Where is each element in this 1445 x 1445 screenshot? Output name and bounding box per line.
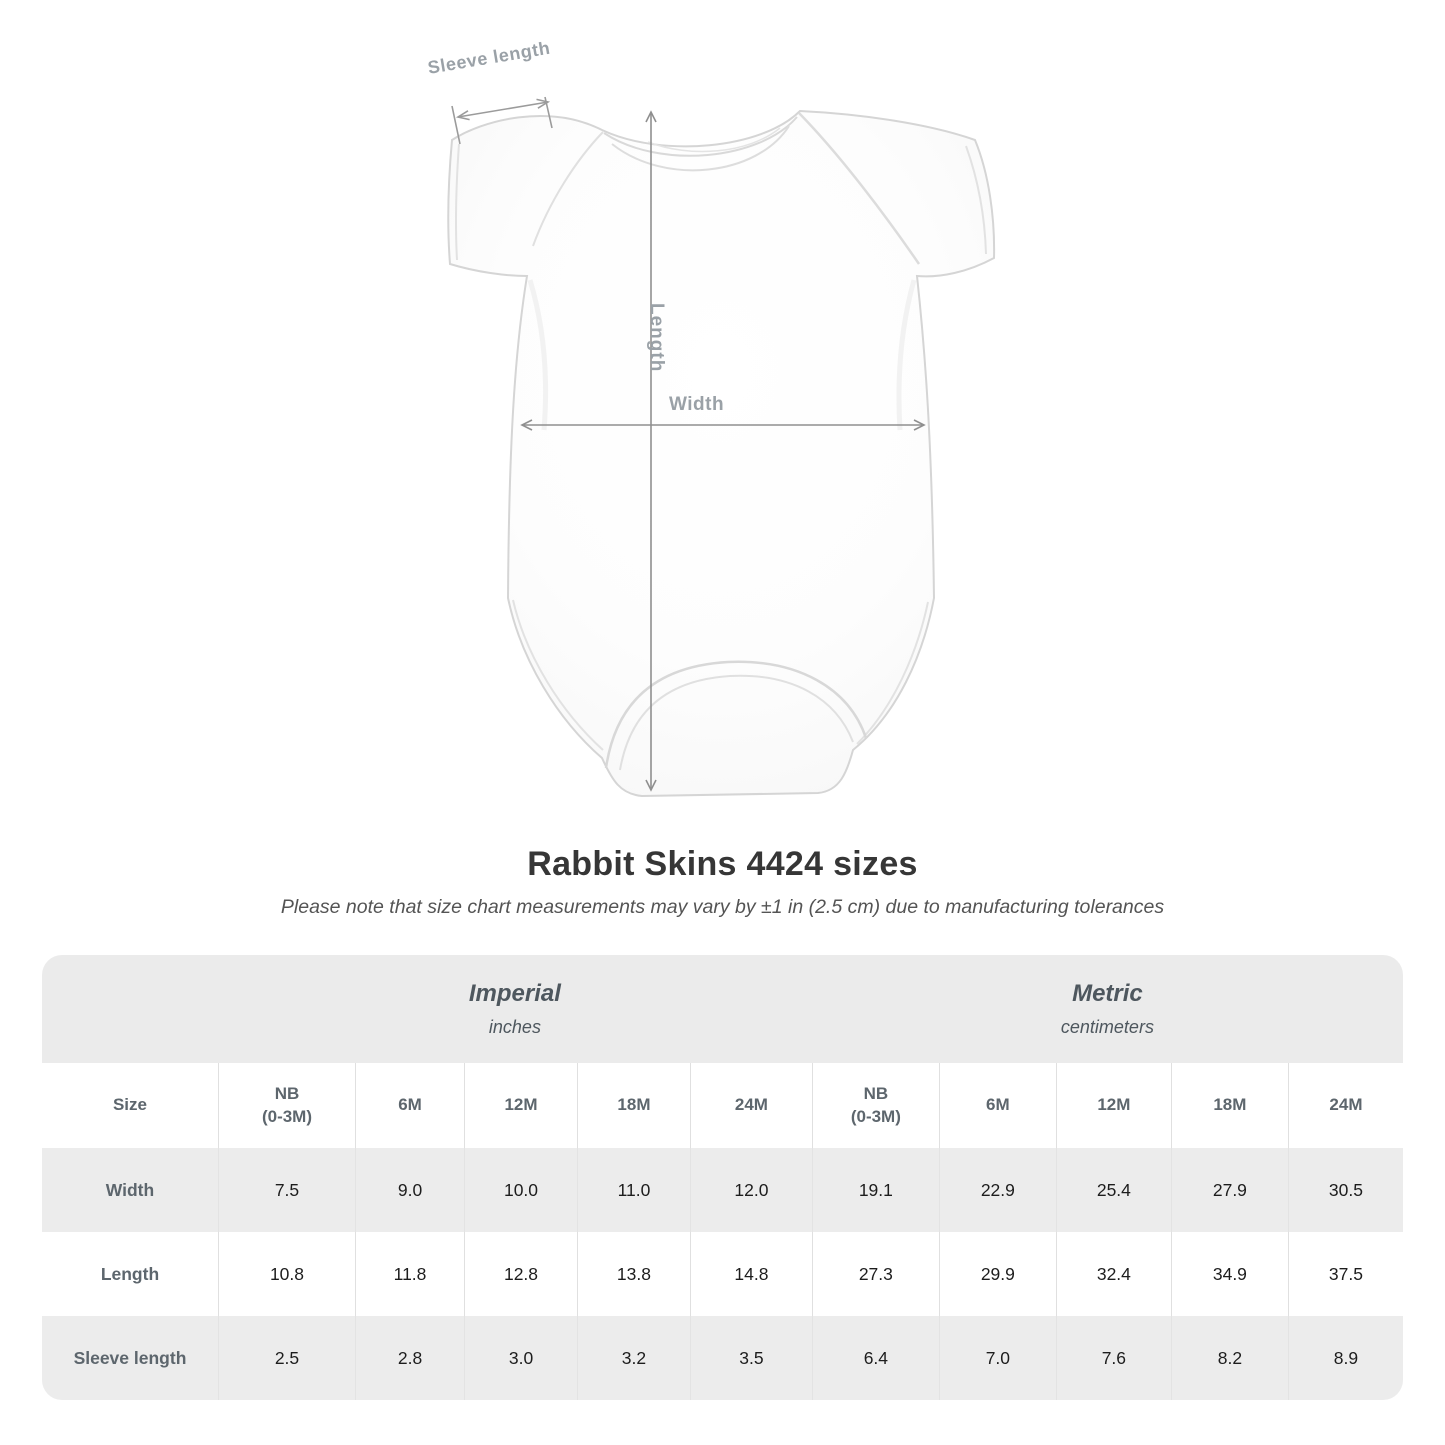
metric-group-unit: centimeters xyxy=(1060,1017,1154,1037)
width-18m-imperial: 11.0 xyxy=(576,1148,690,1232)
tolerance-note: Please note that size chart measurements… xyxy=(280,896,1165,918)
sleeve-24m-imperial: 3.5 xyxy=(689,1316,812,1400)
metric-group-label: Metric xyxy=(1072,980,1143,1007)
length-24m-metric: 37.5 xyxy=(1287,1232,1403,1316)
width-18m-metric: 27.9 xyxy=(1170,1148,1288,1232)
length-18m-imperial: 13.8 xyxy=(576,1232,690,1316)
garment-diagram: Sleeve length Length Width xyxy=(426,38,996,798)
column-header-24m-metric: 24M xyxy=(1287,1063,1403,1148)
column-header-nb-imperial: NB (0-3M) xyxy=(217,1063,356,1148)
column-header-12m-imperial: 12M xyxy=(464,1063,577,1148)
sleeve-nb-imperial: 2.5 xyxy=(217,1316,356,1400)
group-header-spacer xyxy=(42,955,218,1063)
table-row-sleeve-length: Sleeve length 2.5 2.8 3.0 3.2 3.5 6.4 7.… xyxy=(42,1316,1403,1400)
length-6m-imperial: 11.8 xyxy=(355,1232,465,1316)
sleeve-12m-imperial: 3.0 xyxy=(464,1316,577,1400)
bodysuit-outline xyxy=(447,109,996,798)
column-header-6m-imperial: 6M xyxy=(355,1063,465,1148)
row-label-sleeve-length: Sleeve length xyxy=(42,1316,218,1400)
length-nb-metric: 27.3 xyxy=(811,1232,939,1316)
length-12m-imperial: 12.8 xyxy=(464,1232,577,1316)
length-arrow xyxy=(645,110,657,792)
column-header-nb-metric: NB (0-3M) xyxy=(811,1063,939,1148)
table-row-length: Length 10.8 11.8 12.8 13.8 14.8 27.3 29.… xyxy=(42,1232,1403,1316)
size-header-row: Size NB (0-3M) 6M 12M 18M 24M xyxy=(42,1063,1403,1148)
bodysuit-seams xyxy=(454,112,987,771)
metric-group-header: Metric centimeters xyxy=(811,955,1403,1063)
length-6m-metric: 29.9 xyxy=(938,1232,1056,1316)
column-header-6m-metric: 6M xyxy=(938,1063,1056,1148)
column-header-18m-imperial: 18M xyxy=(576,1063,690,1148)
unit-group-header-row: Imperial inches Metric centimeters xyxy=(42,955,1403,1063)
sleeve-18m-imperial: 3.2 xyxy=(576,1316,690,1400)
sleeve-12m-metric: 7.6 xyxy=(1055,1316,1171,1400)
table-row-width: Width 7.5 9.0 10.0 11.0 12.0 19.1 22.9 2… xyxy=(42,1148,1403,1232)
sleeve-24m-metric: 8.9 xyxy=(1287,1316,1403,1400)
width-24m-imperial: 12.0 xyxy=(689,1148,812,1232)
width-nb-metric: 19.1 xyxy=(811,1148,939,1232)
width-12m-imperial: 10.0 xyxy=(464,1148,577,1232)
length-12m-metric: 32.4 xyxy=(1055,1232,1171,1316)
width-label: Width xyxy=(669,394,725,415)
length-label: Length xyxy=(646,303,667,373)
sleeve-nb-metric: 6.4 xyxy=(811,1316,939,1400)
length-18m-metric: 34.9 xyxy=(1170,1232,1288,1316)
length-24m-imperial: 14.8 xyxy=(689,1232,812,1316)
width-arrow xyxy=(520,419,926,431)
imperial-group-label: Imperial xyxy=(468,980,561,1007)
size-table: Imperial inches Metric centimeters Size … xyxy=(42,955,1403,1400)
length-nb-imperial: 10.8 xyxy=(217,1232,356,1316)
row-label-width: Width xyxy=(42,1148,218,1232)
imperial-group-unit: inches xyxy=(488,1017,541,1037)
sleeve-18m-metric: 8.2 xyxy=(1170,1316,1288,1400)
sleeve-6m-metric: 7.0 xyxy=(938,1316,1056,1400)
sleeve-6m-imperial: 2.8 xyxy=(355,1316,465,1400)
sleeve-length-arrow xyxy=(451,96,553,145)
width-nb-imperial: 7.5 xyxy=(217,1148,356,1232)
column-header-18m-metric: 18M xyxy=(1170,1063,1288,1148)
column-header-24m-imperial: 24M xyxy=(689,1063,812,1148)
column-header-12m-metric: 12M xyxy=(1055,1063,1171,1148)
width-6m-imperial: 9.0 xyxy=(355,1148,465,1232)
page-title: Rabbit Skins 4424 sizes xyxy=(527,845,918,883)
width-12m-metric: 25.4 xyxy=(1055,1148,1171,1232)
width-24m-metric: 30.5 xyxy=(1287,1148,1403,1232)
row-label-length: Length xyxy=(42,1232,218,1316)
bodysuit-illustration xyxy=(447,96,996,798)
width-6m-metric: 22.9 xyxy=(938,1148,1056,1232)
imperial-group-header: Imperial inches xyxy=(217,955,812,1063)
column-header-size: Size xyxy=(42,1063,218,1148)
